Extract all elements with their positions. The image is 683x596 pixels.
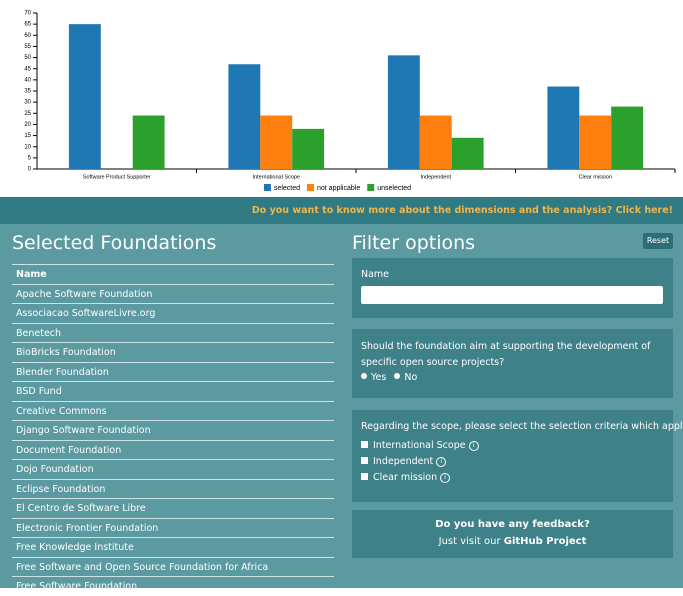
x-tick-label: International Scope bbox=[253, 174, 300, 180]
bar bbox=[579, 115, 612, 169]
checkbox-label: International Scope bbox=[373, 440, 466, 451]
checkbox-option[interactable]: International Scope i bbox=[361, 440, 479, 451]
info-icon: i bbox=[440, 473, 451, 483]
support-question: Should the foundation aim at supporting … bbox=[361, 341, 651, 368]
scope-question: Regarding the scope, please select the s… bbox=[361, 421, 683, 432]
table-header: Name bbox=[12, 264, 334, 284]
checkbox bbox=[361, 473, 368, 480]
y-tick-label: 40 bbox=[24, 77, 31, 83]
table-row[interactable]: Free Knowledge Institute bbox=[12, 537, 334, 557]
legend-label: selected bbox=[274, 185, 300, 192]
table-row[interactable]: Free Software Foundation bbox=[12, 576, 334, 596]
y-tick-label: 15 bbox=[24, 133, 31, 139]
github-link[interactable]: GitHub Project bbox=[503, 536, 587, 547]
legend-swatch bbox=[263, 184, 271, 191]
table-row[interactable]: BSD Fund bbox=[12, 381, 334, 401]
bar bbox=[451, 137, 484, 169]
checkbox-label: Independent bbox=[373, 456, 434, 467]
bar bbox=[68, 24, 101, 170]
checkbox-option[interactable]: Clear mission i bbox=[361, 472, 451, 483]
scope-filter: Regarding the scope, please select the s… bbox=[352, 410, 683, 502]
table-row[interactable]: Free Software and Open Source Foundation… bbox=[12, 556, 334, 577]
y-tick-label: 60 bbox=[24, 33, 31, 39]
radio-label: No bbox=[404, 372, 418, 383]
feedback-box: Do you have any feedback? Just visit our… bbox=[352, 510, 673, 558]
y-tick-label: 20 bbox=[24, 122, 31, 128]
legend-label: not applicable bbox=[317, 185, 360, 192]
info-icon: i bbox=[436, 457, 447, 467]
table-row[interactable]: BioBricks Foundation bbox=[12, 342, 334, 362]
y-tick-label: 5 bbox=[28, 155, 32, 161]
legend-label: unselected bbox=[377, 185, 411, 192]
reset-button[interactable]: Reset bbox=[643, 233, 673, 249]
checkbox bbox=[361, 457, 368, 464]
bar bbox=[228, 64, 261, 169]
y-tick-label: 10 bbox=[24, 144, 31, 150]
support-filter: Should the foundation aim at supporting … bbox=[352, 329, 673, 398]
x-tick-label: Independent bbox=[420, 174, 451, 180]
info-link[interactable]: Do you want to know more about the dimen… bbox=[251, 205, 673, 216]
table-row[interactable]: Eclipse Foundation bbox=[12, 478, 334, 499]
table-row[interactable]: Dojo Foundation bbox=[12, 459, 334, 479]
name-label: Name bbox=[361, 269, 390, 280]
feedback-title: Do you have any feedback? bbox=[435, 519, 590, 530]
y-tick-label: 35 bbox=[24, 89, 31, 95]
radio-dot bbox=[394, 373, 401, 379]
legend: selected not applicable unselected bbox=[263, 184, 411, 192]
banner: Do you want to know more about the dimen… bbox=[0, 197, 683, 224]
y-tick-label: 55 bbox=[24, 44, 31, 50]
table-row[interactable]: Associacao SoftwareLivre.org bbox=[12, 303, 334, 323]
checkbox bbox=[361, 441, 368, 448]
bar bbox=[132, 115, 165, 169]
y-tick-label: 30 bbox=[24, 100, 31, 106]
info-icon: i bbox=[468, 441, 479, 451]
bar bbox=[387, 55, 420, 169]
bar bbox=[419, 115, 452, 169]
radio-group: Yes No bbox=[361, 372, 425, 383]
bar bbox=[547, 86, 580, 169]
y-tick-label: 65 bbox=[24, 22, 31, 28]
y-tick-label: 0 bbox=[28, 167, 32, 173]
feedback-text: Just visit our GitHub Project bbox=[352, 536, 673, 547]
x-tick-label: Software Product Supporter bbox=[83, 174, 151, 180]
filter-title: Filter options bbox=[352, 232, 476, 254]
chart: 0 5 10 15 20 25 30 35 40 45 50 55 60 65 70 Software Pro… bbox=[24, 11, 676, 192]
name-input[interactable] bbox=[361, 286, 663, 304]
table-row[interactable]: Blender Foundation bbox=[12, 361, 334, 382]
bar bbox=[292, 128, 325, 169]
table-row[interactable]: Creative Commons bbox=[12, 400, 334, 421]
table-row[interactable]: Apache Software Foundation bbox=[12, 283, 334, 304]
y-tick-label: 70 bbox=[24, 11, 31, 17]
radio-dot bbox=[361, 373, 367, 379]
table-row[interactable]: Benetech bbox=[12, 322, 334, 343]
feedback-prefix: Just visit our bbox=[438, 536, 501, 547]
bar bbox=[260, 115, 293, 169]
table-row[interactable]: Document Foundation bbox=[12, 439, 334, 460]
y-tick-label: 45 bbox=[24, 66, 31, 72]
bar bbox=[611, 106, 644, 169]
name-filter: Name bbox=[352, 258, 673, 318]
x-tick-label: Clear mission bbox=[579, 174, 612, 180]
table-row[interactable]: El Centro de Software Libre bbox=[12, 498, 334, 518]
table-row[interactable]: Electronic Frontier Foundation bbox=[12, 517, 334, 538]
legend-swatch bbox=[307, 184, 315, 191]
legend-swatch bbox=[367, 184, 375, 191]
radio-option[interactable]: No bbox=[394, 372, 417, 383]
y-tick-label: 25 bbox=[24, 111, 31, 117]
checkbox-label: Clear mission bbox=[373, 472, 438, 483]
y-tick-label: 50 bbox=[24, 55, 31, 61]
checkbox-option[interactable]: Independent i bbox=[361, 456, 447, 467]
radio-option[interactable]: Yes bbox=[361, 372, 386, 383]
foundations-title: Selected Foundations bbox=[12, 232, 217, 254]
main: Selected Foundations Name Apache Software… bbox=[0, 224, 683, 592]
table-row[interactable]: Django Software Foundation bbox=[12, 420, 334, 440]
radio-label: Yes bbox=[371, 372, 387, 383]
